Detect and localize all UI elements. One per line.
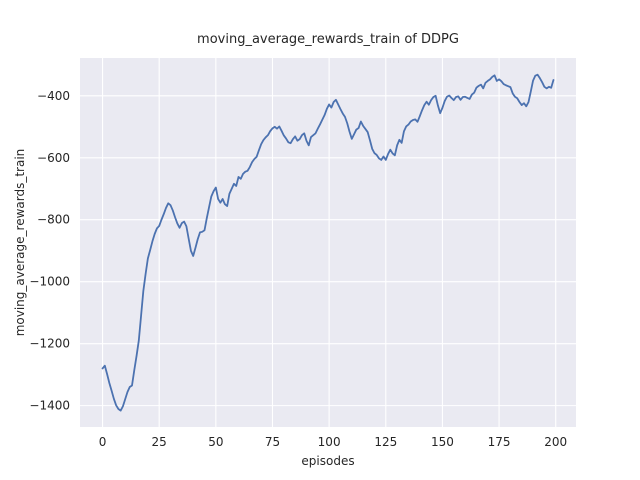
- x-tick-label: 125: [374, 435, 397, 449]
- y-tick-labels: −400 −600 −800 −1000 −1200 −1400: [29, 89, 70, 413]
- x-axis-label: episodes: [301, 454, 354, 468]
- x-tick-label: 0: [99, 435, 107, 449]
- y-tick-label: −1000: [29, 275, 70, 289]
- x-tick-label: 200: [544, 435, 567, 449]
- y-tick-label: −1400: [29, 399, 70, 413]
- y-gridlines: [80, 95, 576, 407]
- x-tick-label: 150: [431, 435, 454, 449]
- y-tick-label: −400: [37, 89, 70, 103]
- chart-title: moving_average_rewards_train of DDPG: [197, 32, 459, 47]
- series-line-ddpg: [101, 73, 555, 412]
- y-tick-label: −600: [37, 151, 70, 165]
- x-tick-label: 100: [318, 435, 341, 449]
- x-gridlines: [101, 58, 557, 427]
- y-axis-label: moving_average_rewards_train: [13, 149, 27, 337]
- x-tick-label: 25: [152, 435, 167, 449]
- x-tick-label: 50: [208, 435, 223, 449]
- x-tick-labels: 0 25 50 75 100 125 150 175 200: [99, 435, 567, 449]
- plot-area: [80, 58, 576, 427]
- y-tick-label: −800: [37, 213, 70, 227]
- y-tick-label: −1200: [29, 337, 70, 351]
- x-tick-label: 175: [488, 435, 511, 449]
- x-tick-label: 75: [265, 435, 280, 449]
